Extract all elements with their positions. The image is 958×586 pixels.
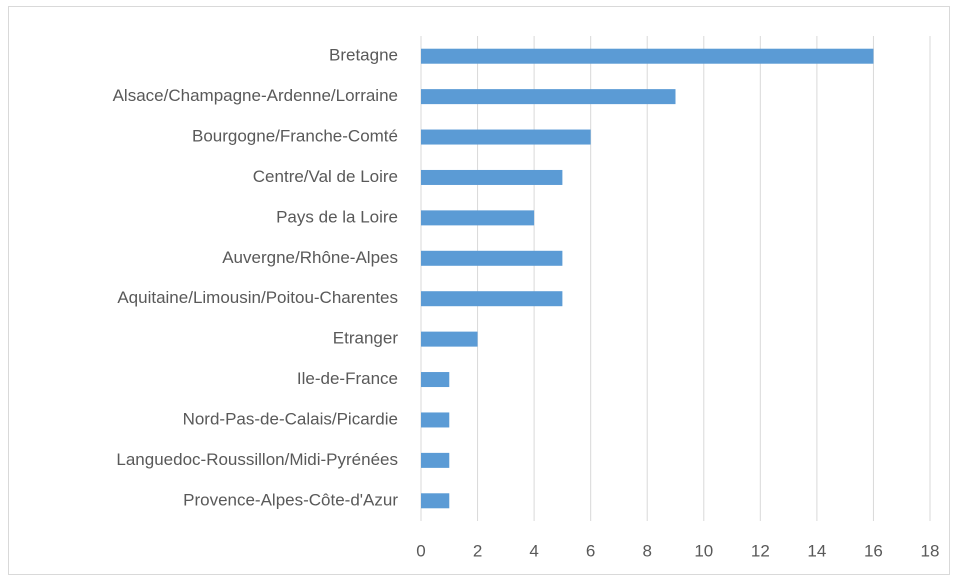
- bar: [421, 331, 478, 347]
- y-tick-label: Etranger: [333, 329, 399, 348]
- bar: [421, 452, 450, 468]
- x-tick-label: 8: [642, 541, 651, 560]
- bar: [421, 210, 535, 226]
- y-tick-label: Bretagne: [329, 46, 398, 65]
- bar: [421, 291, 563, 307]
- x-tick-label: 14: [807, 541, 826, 560]
- x-tick-label: 18: [921, 541, 940, 560]
- bar: [421, 129, 591, 145]
- x-tick-label: 10: [694, 541, 713, 560]
- bar: [421, 250, 563, 266]
- x-tick-label: 2: [473, 541, 482, 560]
- x-tick-label: 16: [864, 541, 883, 560]
- x-tick-label: 12: [751, 541, 770, 560]
- x-tick-label: 4: [529, 541, 538, 560]
- bar: [421, 89, 676, 105]
- bar: [421, 372, 450, 388]
- y-tick-label: Ile-de-France: [297, 369, 398, 388]
- bar: [421, 48, 874, 64]
- bar: [421, 412, 450, 428]
- y-tick-label: Auvergne/Rhône-Alpes: [222, 248, 398, 267]
- y-tick-label: Aquitaine/Limousin/Poitou-Charentes: [117, 288, 398, 307]
- y-tick-label: Nord-Pas-de-Calais/Picardie: [183, 409, 398, 428]
- x-tick-label: 0: [416, 541, 425, 560]
- bar: [421, 493, 450, 509]
- y-tick-label: Provence-Alpes-Côte-d'Azur: [183, 490, 398, 509]
- x-tick-label: 6: [586, 541, 595, 560]
- y-tick-label: Bourgogne/Franche-Comté: [192, 127, 398, 146]
- y-tick-label: Centre/Val de Loire: [253, 167, 398, 186]
- y-tick-label: Alsace/Champagne-Ardenne/Lorraine: [113, 86, 398, 105]
- y-tick-label: Languedoc-Roussillon/Midi-Pyrénées: [116, 450, 398, 469]
- y-tick-label: Pays de la Loire: [276, 207, 398, 226]
- bar: [421, 169, 563, 185]
